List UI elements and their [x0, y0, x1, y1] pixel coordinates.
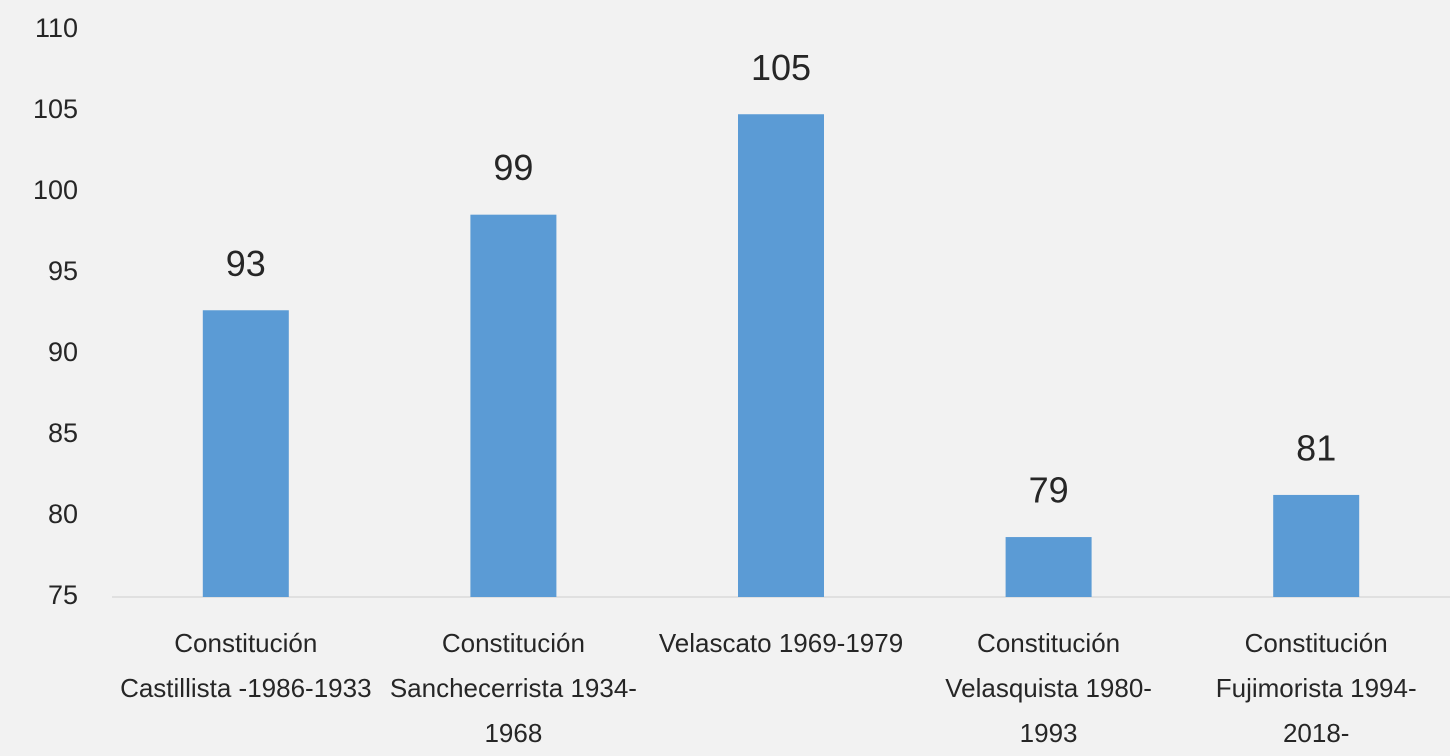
- data-label: 99: [493, 147, 533, 188]
- x-tick-label: Velascato 1969-1979: [658, 628, 904, 658]
- bar: [1273, 494, 1360, 597]
- data-label: 79: [1029, 470, 1069, 511]
- x-tick-label: Constitución Sanchecerrista 1934-1968: [389, 628, 637, 748]
- y-tick-label: 105: [33, 94, 78, 124]
- bar: [1005, 537, 1092, 597]
- bar: [202, 310, 289, 597]
- y-tick-label: 85: [48, 418, 78, 448]
- y-tick-label: 110: [35, 13, 78, 43]
- data-label: 81: [1296, 427, 1336, 468]
- y-tick-label: 95: [48, 256, 78, 286]
- bar: [738, 114, 824, 598]
- data-label: 93: [226, 243, 266, 284]
- x-tick-label: Constitución Castillista -1986-1933: [120, 628, 372, 703]
- x-tick-label: Constitución Velasquista 1980-1993: [945, 628, 1152, 748]
- bar: [470, 214, 557, 597]
- data-label: 105: [751, 47, 811, 88]
- y-tick-label: 80: [48, 499, 78, 529]
- y-tick-label: 90: [48, 337, 78, 367]
- y-tick-label: 100: [33, 175, 78, 205]
- x-tick-label: Constitución Fujimorista 1994-2018-: [1215, 628, 1417, 748]
- y-tick-label: 75: [48, 580, 78, 610]
